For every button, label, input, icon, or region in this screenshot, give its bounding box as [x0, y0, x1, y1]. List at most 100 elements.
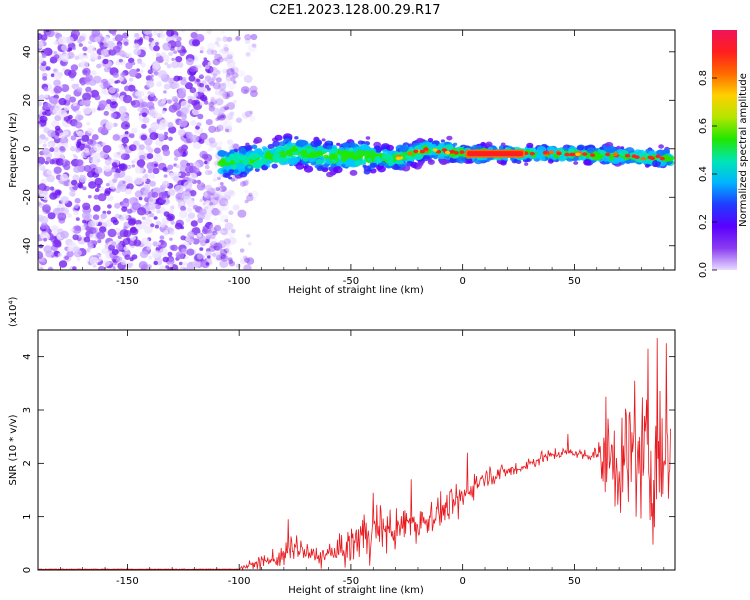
- spectral-noise-blob: [75, 159, 84, 167]
- spectral-hot-spot: [432, 148, 438, 152]
- spectral-noise-blob: [129, 77, 134, 82]
- spectral-noise-blob: [79, 144, 85, 150]
- spectral-ridge-blob: [252, 150, 257, 154]
- spectral-noise-blob: [247, 44, 257, 53]
- spectral-noise-blob: [94, 94, 101, 101]
- spectral-ridge-blob: [326, 145, 333, 150]
- spectral-noise-blob: [63, 105, 70, 111]
- spectral-noise-blob: [168, 208, 174, 214]
- spectral-noise-blob: [139, 69, 144, 73]
- spectral-ridge-blob: [349, 141, 356, 147]
- spectral-hot-spot: [625, 153, 631, 158]
- spectral-ridge-blob: [599, 146, 604, 150]
- spectral-noise-blob: [162, 256, 169, 263]
- spectral-noise-blob: [127, 165, 132, 170]
- spectral-ridge-blob: [382, 153, 391, 160]
- spectral-noise-blob: [154, 163, 158, 167]
- spectral-noise-blob: [83, 147, 90, 153]
- spectral-ridge-blob: [387, 160, 395, 167]
- spectral-noise-blob: [75, 147, 81, 153]
- spectral-noise-blob: [76, 87, 83, 93]
- spectral-ridge-blob: [218, 159, 227, 166]
- spectral-noise-blob: [241, 112, 250, 119]
- spectral-ridge-blob: [362, 149, 370, 156]
- spectral-ridge-blob: [637, 152, 642, 156]
- spectral-noise-blob: [40, 34, 48, 41]
- spectral-noise-blob: [220, 106, 227, 113]
- spectral-hot-spot: [542, 150, 549, 155]
- spectrogram-marks: [38, 30, 675, 270]
- spectral-noise-blob: [75, 217, 80, 221]
- spectral-noise-blob: [190, 220, 198, 227]
- spectral-noise-blob: [108, 244, 116, 251]
- spectral-ridge-blob: [365, 136, 371, 140]
- spectral-noise-blob: [118, 105, 127, 114]
- spectral-noise-blob: [74, 197, 81, 204]
- spectral-noise-blob: [137, 107, 143, 112]
- spectral-ridge-blob: [605, 146, 614, 154]
- spectral-ridge-blob: [427, 138, 434, 142]
- spectral-noise-blob: [110, 112, 118, 119]
- spectral-ridge-blob: [248, 152, 259, 161]
- spectral-ridge-blob: [247, 165, 252, 169]
- spectral-noise-blob: [121, 206, 128, 212]
- spectral-noise-blob: [201, 153, 209, 160]
- spectral-noise-blob: [186, 162, 191, 167]
- spectral-noise-blob: [239, 248, 245, 253]
- spectral-noise-blob: [52, 146, 59, 153]
- spectral-noise-blob: [59, 132, 66, 139]
- spectral-noise-blob: [124, 131, 129, 135]
- spectral-noise-blob: [60, 196, 69, 204]
- spectral-noise-blob: [222, 254, 229, 261]
- spectral-noise-blob: [205, 200, 210, 205]
- spectral-noise-blob: [88, 40, 93, 45]
- spectral-hot-spot: [423, 147, 429, 151]
- spectral-ridge-blob: [524, 162, 529, 166]
- spectral-noise-blob: [174, 156, 179, 161]
- spectral-ridge-blob: [414, 153, 424, 160]
- spectral-noise-blob: [219, 214, 229, 223]
- spectral-noise-blob: [38, 123, 41, 129]
- spectral-noise-blob: [125, 62, 133, 70]
- spectral-noise-blob: [192, 238, 200, 245]
- spectral-noise-blob: [206, 30, 212, 35]
- spectral-noise-blob: [104, 159, 112, 166]
- spectral-noise-blob: [46, 169, 53, 175]
- spectral-noise-blob: [153, 45, 160, 52]
- spectral-noise-blob: [120, 72, 126, 78]
- spectral-hot-spot: [395, 156, 401, 161]
- spectral-noise-blob: [53, 54, 60, 60]
- y-tick-label: 1: [22, 513, 33, 519]
- spectral-noise-blob: [232, 72, 239, 79]
- spectral-noise-blob: [112, 45, 121, 53]
- spectral-noise-blob: [130, 226, 138, 233]
- y-tick-label: -20: [22, 189, 33, 205]
- spectral-noise-blob: [181, 248, 187, 254]
- spectral-noise-blob: [243, 89, 248, 93]
- spectral-hot-spot: [444, 150, 451, 155]
- spectral-noise-blob: [215, 37, 221, 42]
- spectral-noise-blob: [66, 250, 74, 258]
- spectral-noise-blob: [151, 191, 159, 198]
- spectral-ridge-blob: [500, 160, 507, 166]
- spectral-noise-blob: [72, 46, 76, 51]
- spectral-noise-blob: [146, 162, 156, 170]
- spectral-noise-blob: [58, 36, 68, 45]
- spectral-ridge-blob: [329, 153, 338, 160]
- spectral-ridge-blob: [427, 159, 435, 165]
- spectral-noise-blob: [82, 106, 92, 115]
- spectral-noise-blob: [53, 85, 63, 94]
- spectral-noise-blob: [214, 224, 222, 232]
- spectral-noise-blob: [197, 85, 206, 93]
- spectral-noise-blob: [186, 207, 193, 213]
- y-tick-label: 3: [22, 407, 33, 413]
- spectral-noise-blob: [194, 30, 200, 33]
- spectral-ridge-blob: [546, 146, 555, 152]
- spectral-noise-blob: [106, 210, 112, 215]
- spectral-noise-blob: [175, 164, 180, 169]
- spectral-noise-blob: [207, 61, 212, 66]
- spectral-noise-blob: [158, 70, 168, 79]
- spectral-noise-blob: [60, 84, 70, 93]
- spectral-noise-blob: [177, 172, 182, 176]
- spectral-ridge-blob: [275, 147, 283, 153]
